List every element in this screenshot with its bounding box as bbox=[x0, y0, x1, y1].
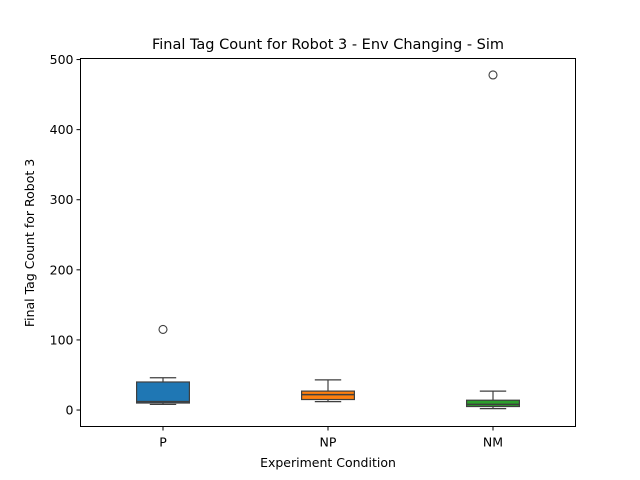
x-axis-label: Experiment Condition bbox=[260, 455, 396, 470]
box-nm bbox=[466, 399, 521, 408]
plot-area: 0 100 200 300 400 500 P NP NM bbox=[50, 52, 521, 450]
y-tick-label: 400 bbox=[50, 122, 74, 137]
chart-title: Final Tag Count for Robot 3 - Env Changi… bbox=[152, 37, 504, 53]
y-tick-label: 500 bbox=[50, 52, 74, 67]
x-tick-label: P bbox=[159, 435, 167, 450]
outlier-point-nm bbox=[488, 70, 498, 80]
box-p bbox=[136, 381, 191, 404]
axes-frame bbox=[80, 58, 576, 427]
y-tick-label: 300 bbox=[50, 192, 74, 207]
x-tick-label: NM bbox=[483, 435, 503, 450]
y-tick-label: 0 bbox=[66, 403, 74, 418]
y-tick-label: 100 bbox=[50, 332, 74, 347]
x-tick-label: NP bbox=[320, 435, 337, 450]
outlier-point-p bbox=[158, 324, 168, 334]
y-tick-label: 200 bbox=[50, 262, 74, 277]
y-axis-label: Final Tag Count for Robot 3 bbox=[22, 159, 37, 327]
